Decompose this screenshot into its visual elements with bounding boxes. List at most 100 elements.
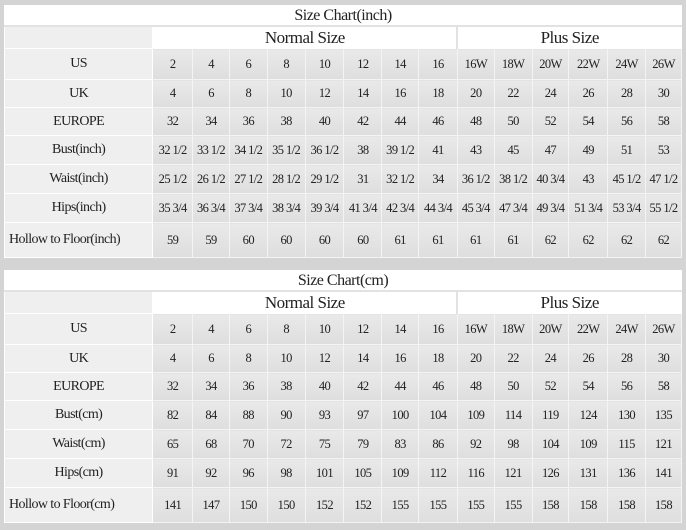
table-cell: 36 3/4 <box>192 193 230 223</box>
table-cell: 60 <box>304 222 345 258</box>
corner-cell <box>3 25 154 49</box>
row-label: UK <box>3 79 154 108</box>
table-cell: 36 <box>228 372 268 401</box>
table-cell: 18 <box>418 79 458 108</box>
table-cell: 38 1/2 <box>493 164 533 194</box>
table-cell: 42 <box>343 107 383 136</box>
table-cell: 155 <box>381 487 420 523</box>
table-cell: 16 <box>381 79 420 108</box>
table-cell: 121 <box>493 458 533 488</box>
table-cell: 54 <box>568 372 609 401</box>
table-cell: 44 <box>381 372 420 401</box>
table-cell: 30 <box>645 79 682 108</box>
table-cell: 52 <box>531 107 570 136</box>
table-row: US 2 4 6 8 10 12 14 16 16W 18W 20W 22W 24W 26W <box>3 48 682 80</box>
table-cell: 12 <box>343 313 383 345</box>
table-cell: 26 1/2 <box>192 164 230 194</box>
size-chart-cm: Size Chart(cm) Normal Size Plus Size US 2 4 6 8… <box>3 270 683 523</box>
table-cell: 109 <box>568 429 609 459</box>
table-cell: 16W <box>456 48 495 80</box>
table-cell: 48 <box>456 107 495 136</box>
table-cell: 83 <box>381 429 420 459</box>
table-cell: 72 <box>266 429 306 459</box>
table-cell: 59 <box>152 222 194 258</box>
table-cell: 53 <box>645 135 682 165</box>
table-cell: 14 <box>381 48 420 80</box>
table-cell: 121 <box>645 429 682 459</box>
table-cell: 61 <box>418 222 458 258</box>
table-cell: 54 <box>568 107 609 136</box>
table-cell: 8 <box>266 313 306 345</box>
table-cell: 44 3/4 <box>418 193 458 223</box>
table-cell: 46 <box>418 107 458 136</box>
table-cell: 93 <box>304 400 345 430</box>
table-cell: 16 <box>418 48 458 80</box>
table-cell: 116 <box>456 458 495 488</box>
table-cell: 34 <box>418 164 458 194</box>
table-cell: 136 <box>607 458 647 488</box>
table-cell: 2 <box>152 313 194 345</box>
table-cell: 26W <box>645 313 682 345</box>
table-cell: 30 <box>645 344 682 373</box>
table-row: Bust(inch) 32 1/2 33 1/2 34 1/2 35 1/2 36 1/2… <box>3 135 682 165</box>
table-row: EUROPE 32 34 36 38 40 42 44 46 48 50 52 54 56 58 <box>3 372 682 401</box>
table-cell: 62 <box>531 222 570 258</box>
row-label: Hips(inch) <box>3 193 154 223</box>
group-header-plus: Plus Size <box>456 290 683 314</box>
table-cell: 20 <box>456 344 495 373</box>
table-cell: 29 1/2 <box>304 164 345 194</box>
table-cell: 20W <box>531 313 570 345</box>
table-cell: 119 <box>531 400 570 430</box>
table-cell: 27 1/2 <box>228 164 268 194</box>
table-row: Waist(cm) 65 68 70 72 75 79 83 86 92 98 104 109 115 12… <box>3 429 682 459</box>
table-cell: 40 <box>304 372 345 401</box>
table-cell: 49 3/4 <box>531 193 570 223</box>
table-cell: 25 1/2 <box>152 164 194 194</box>
table-cell: 32 1/2 <box>381 164 420 194</box>
row-label: Hips(cm) <box>3 458 154 488</box>
table-row: UK 4 6 8 10 12 14 16 18 20 22 24 26 28 30 <box>3 79 682 108</box>
table-cell: 34 <box>192 107 230 136</box>
table-cell: 51 3/4 <box>568 193 609 223</box>
table-cell: 115 <box>607 429 647 459</box>
table-cell: 24W <box>607 313 647 345</box>
table-cell: 109 <box>381 458 420 488</box>
table-cell: 24 <box>531 344 570 373</box>
table-cell: 34 1/2 <box>228 135 268 165</box>
table-cell: 10 <box>266 79 306 108</box>
table-cell: 126 <box>531 458 570 488</box>
table-cell: 104 <box>418 400 458 430</box>
table-cell: 150 <box>228 487 268 523</box>
table-cell: 22W <box>568 48 609 80</box>
table-cell: 141 <box>152 487 194 523</box>
table-cell: 150 <box>266 487 306 523</box>
table-cell: 50 <box>493 372 533 401</box>
size-chart-inch: Size Chart(inch) Normal Size Plus Size US 2 4… <box>3 5 683 258</box>
table-cell: 24W <box>607 48 647 80</box>
table-cell: 6 <box>192 344 230 373</box>
table-cell: 59 <box>192 222 230 258</box>
table-cell: 60 <box>343 222 383 258</box>
table-row: US 2 4 6 8 10 12 14 16 16W 18W 20W 22W 24W 26W <box>3 313 682 345</box>
table-cell: 14 <box>343 344 383 373</box>
table-cell: 36 <box>228 107 268 136</box>
table-row: Hips(inch) 35 3/4 36 3/4 37 3/4 38 3/4 39 3/4… <box>3 193 682 223</box>
table-cell: 47 <box>531 135 570 165</box>
table-cell: 155 <box>493 487 533 523</box>
table-cell: 158 <box>531 487 570 523</box>
table-cell: 32 <box>152 107 194 136</box>
table-cell: 34 <box>192 372 230 401</box>
row-label: EUROPE <box>3 372 154 401</box>
table-cell: 22 <box>493 344 533 373</box>
chart-title: Size Chart(cm) <box>4 270 682 292</box>
table-cell: 158 <box>607 487 647 523</box>
table-cell: 38 <box>266 372 306 401</box>
table-cell: 42 <box>343 372 383 401</box>
table-cell: 6 <box>228 313 268 345</box>
table-cell: 68 <box>192 429 230 459</box>
table-row: Bust(cm) 82 84 88 90 93 97 100 104 109 114 119 124 13… <box>3 400 682 430</box>
table-cell: 40 3/4 <box>531 164 570 194</box>
table-cell: 39 1/2 <box>381 135 420 165</box>
table-cell: 90 <box>266 400 306 430</box>
table-cell: 61 <box>381 222 420 258</box>
